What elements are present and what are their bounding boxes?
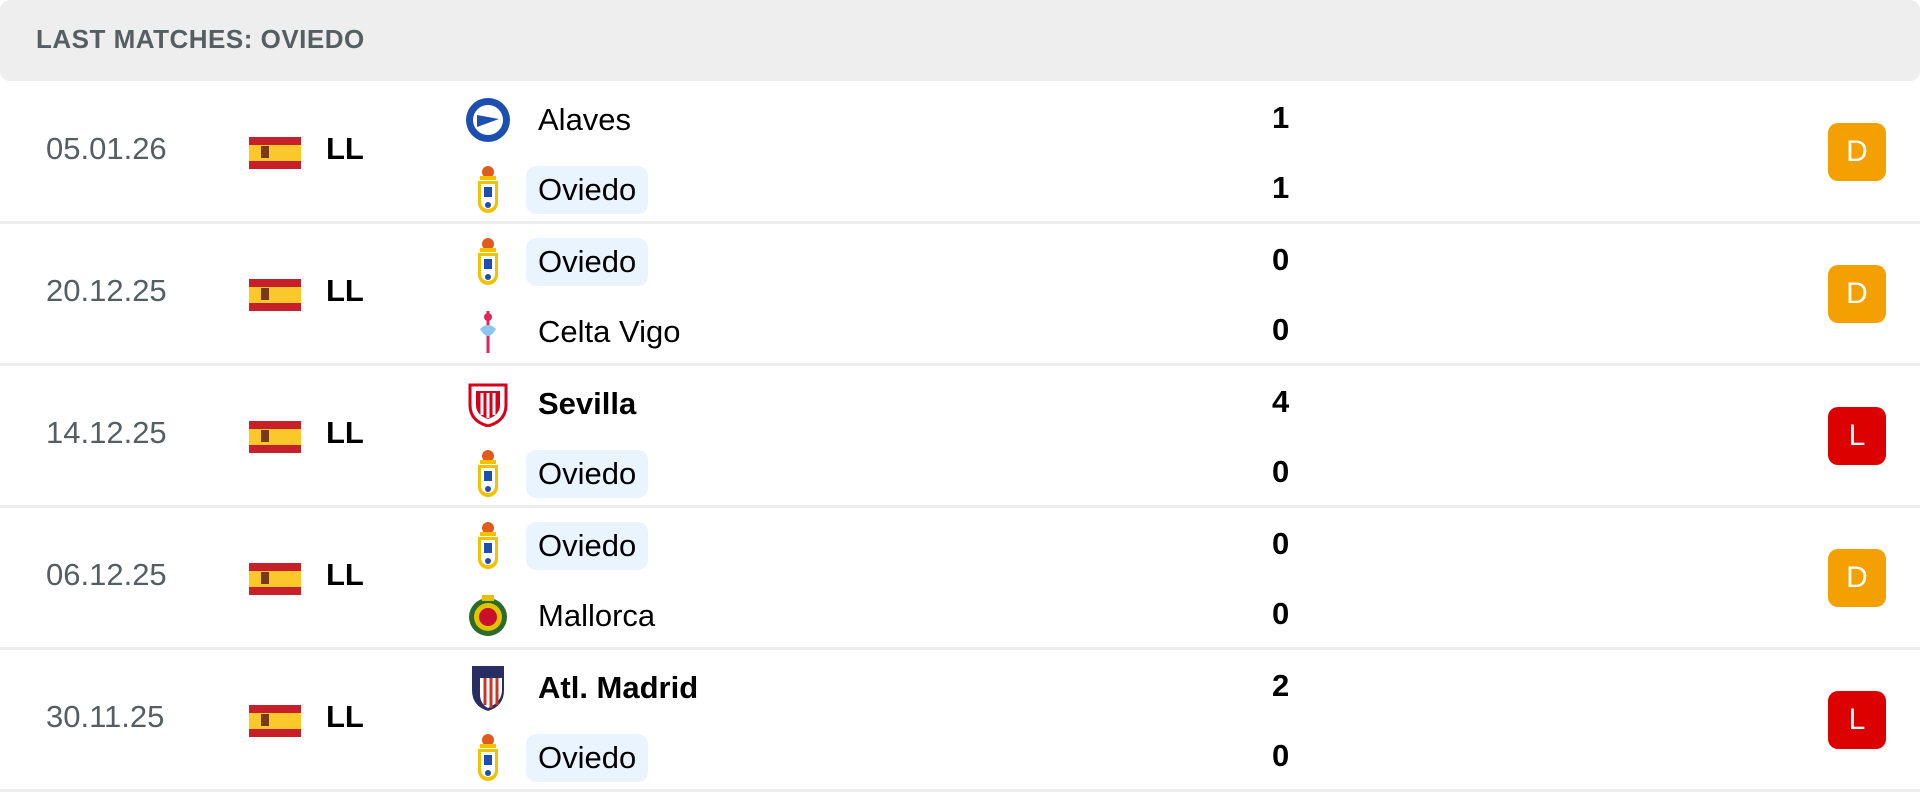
league-label: LL — [326, 131, 364, 166]
alaves-crest-icon — [460, 94, 516, 146]
spain-flag-icon — [249, 421, 301, 453]
team-away[interactable]: Mallorca — [460, 589, 667, 643]
result-badge: D — [1828, 549, 1886, 607]
league-label: LL — [326, 699, 364, 734]
away-score: 0 — [1272, 596, 1290, 631]
league-label: LL — [326, 273, 364, 308]
oviedo-crest-icon — [460, 732, 516, 784]
team-name: Oviedo — [526, 522, 649, 570]
team-away[interactable]: Celta Vigo — [460, 305, 692, 359]
match-date: 05.01.26 — [46, 131, 167, 166]
spain-flag-icon — [249, 279, 301, 311]
team-name: Celta Vigo — [538, 314, 681, 349]
team-name: Oviedo — [526, 450, 649, 498]
result-badge: D — [1828, 123, 1886, 181]
team-away[interactable]: Oviedo — [460, 163, 649, 217]
match-row[interactable]: 06.12.25 LL Oviedo Mallorca 0 0 D — [0, 507, 1920, 650]
team-name: Sevilla — [538, 386, 637, 421]
league-label: LL — [326, 557, 364, 592]
atletico-crest-icon — [460, 662, 516, 714]
mallorca-crest-icon — [460, 590, 516, 642]
team-name: Atl. Madrid — [538, 670, 699, 705]
team-name: Alaves — [538, 102, 632, 137]
oviedo-crest-icon — [460, 236, 516, 288]
spain-flag-icon — [249, 705, 301, 737]
league-label: LL — [326, 415, 364, 450]
spain-flag-icon — [249, 563, 301, 595]
team-name: Mallorca — [538, 598, 656, 633]
result-badge: L — [1828, 407, 1886, 465]
team-name: Oviedo — [526, 166, 649, 214]
section-header: LAST MATCHES: OVIEDO — [0, 0, 1920, 81]
team-away[interactable]: Oviedo — [460, 731, 649, 785]
section-title: LAST MATCHES: OVIEDO — [36, 24, 365, 54]
team-name: Oviedo — [526, 734, 649, 782]
away-score: 0 — [1272, 738, 1290, 773]
home-score: 0 — [1272, 526, 1290, 561]
match-date: 06.12.25 — [46, 557, 167, 592]
home-score: 0 — [1272, 242, 1290, 277]
team-home[interactable]: Oviedo — [460, 235, 649, 289]
home-score: 4 — [1272, 384, 1290, 419]
result-badge: L — [1828, 691, 1886, 749]
result-badge: D — [1828, 265, 1886, 323]
spain-flag-icon — [249, 137, 301, 169]
oviedo-crest-icon — [460, 448, 516, 500]
oviedo-crest-icon — [460, 520, 516, 572]
away-score: 1 — [1272, 170, 1290, 205]
away-score: 0 — [1272, 312, 1290, 347]
celta-crest-icon — [460, 306, 516, 358]
team-home[interactable]: Atl. Madrid — [460, 661, 710, 715]
sevilla-crest-icon — [460, 378, 516, 430]
away-score: 0 — [1272, 454, 1290, 489]
oviedo-crest-icon — [460, 164, 516, 216]
match-row[interactable]: 20.12.25 LL Oviedo Celta Vigo 0 0 D — [0, 223, 1920, 366]
match-date: 30.11.25 — [46, 699, 165, 734]
home-score: 2 — [1272, 668, 1290, 703]
team-name: Oviedo — [526, 238, 649, 286]
home-score: 1 — [1272, 100, 1290, 135]
match-row[interactable]: 05.01.26 LL Alaves Oviedo 1 1 D — [0, 81, 1920, 224]
match-row[interactable]: 30.11.25 LL Atl. Madrid Oviedo 2 0 L — [0, 649, 1920, 792]
match-row[interactable]: 14.12.25 LL Sevilla Oviedo 4 0 L — [0, 365, 1920, 508]
team-away[interactable]: Oviedo — [460, 447, 649, 501]
match-date: 14.12.25 — [46, 415, 167, 450]
team-home[interactable]: Oviedo — [460, 519, 649, 573]
match-date: 20.12.25 — [46, 273, 167, 308]
team-home[interactable]: Sevilla — [460, 377, 648, 431]
team-home[interactable]: Alaves — [460, 93, 643, 147]
